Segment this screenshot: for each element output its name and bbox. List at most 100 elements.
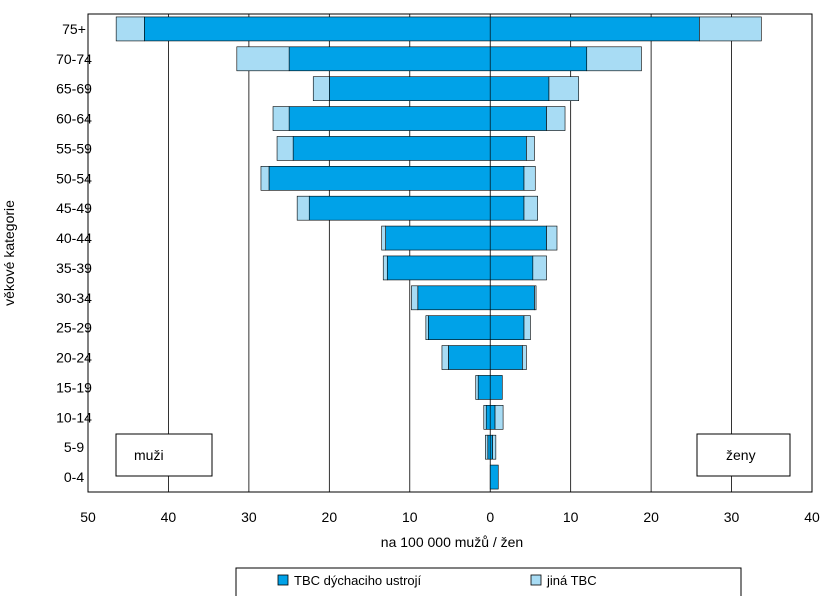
bar-muzi-tbc-dychaciho bbox=[448, 345, 491, 370]
bar-muzi-tbc-dychaciho bbox=[288, 46, 491, 72]
bar-muzi-jina-tbc bbox=[381, 225, 386, 251]
x-tick-label: 10 bbox=[402, 509, 418, 525]
bar-zeny-jina-tbc bbox=[548, 76, 580, 101]
x-tick-labels: 50 40 30 20 10 0 10 20 30 40 bbox=[80, 509, 820, 525]
legend-frame bbox=[235, 567, 742, 596]
legend-swatch-jina-tbc bbox=[530, 574, 542, 586]
bar-zeny-jina-tbc bbox=[534, 285, 537, 311]
legend-label-tbc-dychaciho: TBC dýchaciho ustrojí bbox=[294, 573, 422, 588]
bar-zeny-tbc-dychaciho bbox=[489, 434, 493, 460]
bar-zeny-tbc-dychaciho bbox=[489, 136, 527, 161]
bar-zeny-jina-tbc bbox=[546, 106, 566, 131]
bar-zeny-tbc-dychaciho bbox=[489, 166, 525, 191]
x-tick-label: 30 bbox=[724, 509, 740, 525]
bar-muzi-tbc-dychaciho bbox=[288, 106, 491, 131]
bar-zeny-jina-tbc bbox=[699, 16, 762, 42]
category-label: 0-4 bbox=[64, 469, 84, 485]
bar-zeny-tbc-dychaciho bbox=[489, 345, 523, 370]
bar-zeny-tbc-dychaciho bbox=[489, 405, 496, 430]
bar-zeny-jina-tbc bbox=[492, 434, 497, 460]
category-label: 40-44 bbox=[56, 230, 92, 246]
bar-muzi-tbc-dychaciho bbox=[485, 405, 491, 430]
bar-zeny-tbc-dychaciho bbox=[489, 106, 547, 131]
bar-zeny-jina-tbc bbox=[523, 166, 536, 191]
x-tick-label: 30 bbox=[241, 509, 257, 525]
bar-zeny-tbc-dychaciho bbox=[489, 16, 700, 42]
bar-muzi-jina-tbc bbox=[475, 375, 479, 400]
bar-muzi-jina-tbc bbox=[441, 345, 449, 370]
bar-zeny-tbc-dychaciho bbox=[489, 315, 525, 340]
bar-muzi-tbc-dychaciho bbox=[417, 285, 491, 311]
y-axis-label: věkové kategorie bbox=[1, 200, 17, 306]
category-labels: 75+ 70-74 65-69 60-64 55-59 50-54 45-49 40-44 35… bbox=[56, 21, 92, 485]
panel-label-muzi-text: muži bbox=[134, 447, 164, 463]
bar-zeny-jina-tbc bbox=[586, 46, 642, 72]
category-label: 35-39 bbox=[56, 260, 92, 276]
bar-zeny-jina-tbc bbox=[522, 345, 527, 370]
bar-zeny-jina-tbc bbox=[526, 136, 535, 161]
bar-muzi-tbc-dychaciho bbox=[385, 225, 491, 251]
legend: TBC dýchaciho ustrojí jiná TBC bbox=[235, 567, 742, 596]
category-label: 55-59 bbox=[56, 140, 92, 156]
category-label: 60-64 bbox=[56, 111, 92, 127]
bar-muzi-jina-tbc bbox=[296, 195, 310, 221]
bar-muzi-tbc-dychaciho bbox=[329, 76, 491, 101]
x-axis-label: na 100 000 mužů / žen bbox=[381, 534, 523, 550]
x-tick-label: 40 bbox=[804, 509, 820, 525]
legend-label-jina-tbc: jiná TBC bbox=[546, 573, 597, 588]
bar-muzi-jina-tbc bbox=[276, 136, 294, 161]
category-label: 45-49 bbox=[56, 200, 92, 216]
bar-zeny-tbc-dychaciho bbox=[489, 225, 547, 251]
bar-muzi-jina-tbc bbox=[236, 46, 290, 72]
bar-zeny-tbc-dychaciho bbox=[489, 464, 499, 490]
category-label: 50-54 bbox=[56, 170, 92, 186]
category-label: 5-9 bbox=[64, 439, 84, 455]
bar-muzi-jina-tbc bbox=[485, 434, 489, 460]
x-tick-label: 50 bbox=[80, 509, 96, 525]
bars-group bbox=[115, 16, 762, 490]
bar-muzi-tbc-dychaciho bbox=[427, 315, 491, 340]
bar-muzi-jina-tbc bbox=[483, 405, 487, 430]
x-tick-label: 20 bbox=[322, 509, 338, 525]
bar-zeny-jina-tbc bbox=[523, 195, 538, 221]
bar-muzi-tbc-dychaciho bbox=[487, 434, 491, 460]
bar-zeny-tbc-dychaciho bbox=[489, 76, 550, 101]
plot-frame bbox=[87, 13, 813, 493]
bar-muzi-jina-tbc bbox=[272, 106, 290, 131]
bar-muzi-jina-tbc bbox=[312, 76, 330, 101]
bar-zeny-tbc-dychaciho bbox=[489, 285, 535, 311]
category-label: 65-69 bbox=[56, 81, 92, 97]
category-label: 30-34 bbox=[56, 290, 92, 306]
bar-zeny-jina-tbc bbox=[532, 255, 547, 281]
bar-zeny-tbc-dychaciho bbox=[489, 375, 503, 400]
bar-zeny-tbc-dychaciho bbox=[489, 255, 534, 281]
x-tick-label: 0 bbox=[486, 509, 494, 525]
bar-muzi-tbc-dychaciho bbox=[308, 195, 491, 221]
bar-zeny-tbc-dychaciho bbox=[489, 46, 588, 72]
bar-muzi-tbc-dychaciho bbox=[386, 255, 491, 281]
bar-muzi-tbc-dychaciho bbox=[477, 375, 491, 400]
panel-label-zeny-text: ženy bbox=[726, 447, 756, 463]
category-label: 25-29 bbox=[56, 320, 92, 336]
bar-muzi-tbc-dychaciho bbox=[144, 16, 491, 42]
category-label: 20-24 bbox=[56, 350, 92, 366]
bar-muzi-jina-tbc bbox=[425, 315, 429, 340]
category-label: 75+ bbox=[62, 21, 86, 37]
category-label: 70-74 bbox=[56, 51, 92, 67]
x-tick-label: 20 bbox=[643, 509, 659, 525]
bar-muzi-jina-tbc bbox=[382, 255, 388, 281]
category-label: 15-19 bbox=[56, 379, 92, 395]
bar-zeny-jina-tbc bbox=[546, 225, 558, 251]
bar-muzi-tbc-dychaciho bbox=[292, 136, 491, 161]
x-tick-label: 40 bbox=[161, 509, 177, 525]
bar-muzi-jina-tbc bbox=[411, 285, 419, 311]
bar-zeny-jina-tbc bbox=[523, 315, 531, 340]
bar-muzi-tbc-dychaciho bbox=[268, 166, 491, 191]
panel-label-zeny: ženy bbox=[696, 433, 791, 477]
bar-muzi-jina-tbc bbox=[115, 16, 145, 42]
legend-swatch-tbc-dychaciho bbox=[277, 574, 289, 586]
bar-zeny-jina-tbc bbox=[494, 405, 504, 430]
x-tick-label: 10 bbox=[563, 509, 579, 525]
panel-label-muzi: muži bbox=[115, 433, 213, 477]
